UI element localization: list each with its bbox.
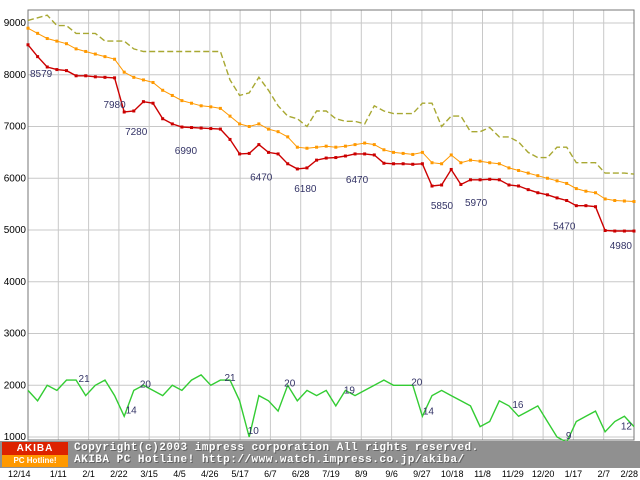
svg-text:7000: 7000 [4, 122, 27, 133]
svg-text:12/14: 12/14 [8, 469, 31, 479]
svg-text:2/1: 2/1 [82, 469, 95, 479]
svg-text:14: 14 [423, 406, 435, 417]
svg-text:6470: 6470 [346, 175, 369, 186]
svg-text:5/17: 5/17 [231, 469, 249, 479]
copyright-text: Copyright(c)2003 impress corporation All… [74, 442, 479, 454]
svg-text:12: 12 [621, 422, 633, 433]
svg-text:11/8: 11/8 [474, 469, 491, 479]
akiba-logo-top: AKIBA [2, 442, 68, 455]
akiba-logo: AKIBA PC Hotline! [2, 442, 68, 467]
svg-text:10: 10 [248, 426, 260, 437]
svg-text:5470: 5470 [553, 222, 576, 233]
svg-text:1/11: 1/11 [50, 469, 67, 479]
svg-text:3000: 3000 [4, 329, 27, 340]
svg-text:4000: 4000 [4, 277, 27, 288]
svg-text:3/15: 3/15 [140, 469, 158, 479]
chart-annotations: 8579 7980 7280 6990 6470 6180 6470 5850 5970 5470… [30, 69, 632, 442]
svg-text:4/5: 4/5 [173, 469, 186, 479]
svg-text:5970: 5970 [465, 198, 488, 209]
svg-text:19: 19 [344, 385, 356, 396]
chart-gridlines [27, 10, 635, 440]
svg-text:20: 20 [284, 378, 296, 389]
chart-frame [27, 9, 635, 441]
series-average-price [26, 26, 636, 204]
x-axis-labels: 12/14 1/11 2/1 2/22 3/15 4/5 4/26 5/17 6/7 6/28 7/… [8, 469, 638, 479]
svg-text:8/9: 8/9 [355, 469, 368, 479]
series-highest-price [27, 14, 635, 175]
svg-text:6180: 6180 [294, 184, 317, 195]
footer-bar: AKIBA PC Hotline! Copyright(c)2003 impre… [0, 441, 640, 468]
y-axis-labels: 1000 2000 3000 4000 5000 6000 7000 8000 9000 [4, 18, 27, 443]
svg-text:2/7: 2/7 [597, 469, 610, 479]
svg-text:6000: 6000 [4, 173, 27, 184]
svg-text:6/7: 6/7 [264, 469, 277, 479]
svg-text:9000: 9000 [4, 18, 27, 29]
svg-text:21: 21 [224, 373, 236, 384]
svg-text:11/29: 11/29 [502, 469, 524, 479]
svg-text:4980: 4980 [610, 241, 633, 252]
svg-text:12/20: 12/20 [532, 469, 555, 479]
svg-text:21: 21 [79, 374, 91, 385]
svg-text:1/17: 1/17 [565, 469, 583, 479]
svg-text:6470: 6470 [250, 172, 273, 183]
svg-text:9/6: 9/6 [385, 469, 398, 479]
svg-text:7980: 7980 [103, 100, 126, 111]
svg-text:16: 16 [512, 400, 524, 411]
site-url-text: AKIBA PC Hotline! http://www.watch.impre… [74, 454, 465, 466]
svg-text:8579: 8579 [30, 69, 53, 80]
svg-text:20: 20 [140, 379, 152, 390]
svg-text:6/28: 6/28 [292, 469, 310, 479]
svg-text:5850: 5850 [431, 201, 454, 212]
svg-text:6990: 6990 [175, 146, 198, 157]
svg-text:1000: 1000 [4, 432, 27, 443]
svg-text:2000: 2000 [4, 380, 27, 391]
svg-text:2/28: 2/28 [620, 469, 638, 479]
svg-text:9: 9 [566, 431, 572, 442]
svg-text:4/26: 4/26 [201, 469, 219, 479]
svg-text:7/19: 7/19 [322, 469, 340, 479]
svg-text:5000: 5000 [4, 225, 27, 236]
svg-text:9/27: 9/27 [413, 469, 431, 479]
svg-text:20: 20 [411, 377, 423, 388]
svg-text:7280: 7280 [125, 127, 148, 138]
svg-text:10/18: 10/18 [441, 469, 464, 479]
svg-text:14: 14 [126, 405, 138, 416]
svg-text:8000: 8000 [4, 70, 27, 81]
svg-text:2/22: 2/22 [110, 469, 128, 479]
series-lowest-price [26, 43, 636, 233]
series-shop-count [27, 374, 635, 444]
akiba-logo-bottom: PC Hotline! [2, 455, 68, 467]
